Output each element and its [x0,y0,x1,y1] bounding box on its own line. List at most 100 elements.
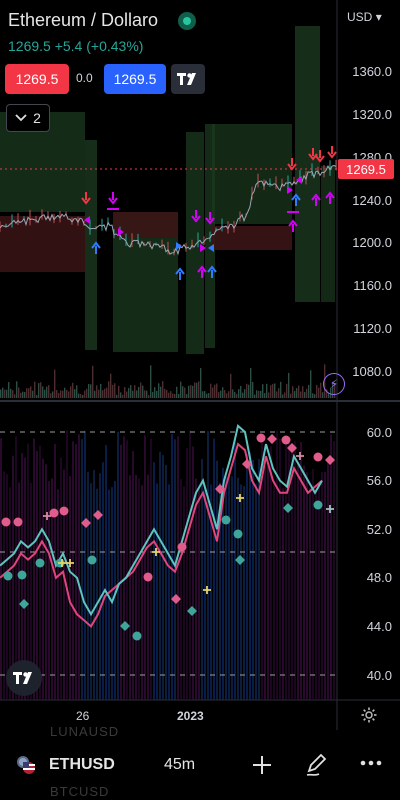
volume-bar [278,388,280,398]
volume-bar [106,387,108,398]
settings-gear-icon[interactable] [360,706,378,724]
oscillator-cross [326,505,334,513]
add-icon[interactable] [251,754,273,776]
oscillator-diamond [120,621,130,631]
sell-signal-arrow [81,192,91,205]
spread-value: 0.0 [76,71,93,85]
volume-bar [0,389,2,398]
sell-signal-arrow [108,192,118,205]
oscillator-bar [51,478,53,700]
lightning-icon[interactable]: ⚡ [323,373,345,395]
oscillator-bar [318,486,320,700]
volume-bar [128,388,130,398]
chart-title[interactable]: Ethereum / Dollaro [8,10,159,30]
volume-bar [6,389,8,398]
volume-bar [156,390,158,398]
draw-pen-icon[interactable] [305,751,329,777]
oscillator-bar [90,483,92,700]
buy-signal-arrow [175,267,185,280]
oscillator-bar [300,442,302,700]
volume-bar [186,394,188,398]
volume-bar [20,392,22,398]
oscillator-bar [156,483,158,700]
volume-bar [98,389,100,398]
oscillator-bar [123,436,125,700]
volume-bar [144,390,146,398]
volume-bar [170,391,172,398]
buy-signal-arrow [291,193,301,206]
buy-button[interactable]: 1269.5 [104,64,166,94]
oscillator-cross [203,586,211,594]
osc-axis-label: 56.0 [366,473,392,488]
oscillator-bar [33,438,35,700]
volume-bar [212,387,214,398]
oscillator-bar [45,464,47,700]
volume-bar [16,381,18,398]
current-price-tag: 1269.5 [338,159,394,179]
indicators-toggle[interactable]: 2 [6,104,50,132]
osc-axis-label: 40.0 [366,668,392,683]
volume-bar [266,383,268,398]
symbol-selector[interactable]: ETHUSD [49,756,115,773]
oscillator-bar [15,436,17,700]
volume-bar [38,383,40,398]
volume-bar [24,391,26,398]
volume-bar [36,394,38,398]
volume-bar [250,368,252,398]
oscillator-dot [313,452,323,462]
volume-bar [168,392,170,398]
oscillator-bar [177,436,179,700]
volume-bar [30,386,32,398]
oscillator-diamond [19,599,29,609]
oscillator-bar [138,478,140,700]
volume-bar [318,387,320,398]
sell-signal-arrow [287,158,297,171]
oscillator-bar [99,473,101,700]
volume-bar [78,393,80,398]
volume-bar [252,381,254,398]
chevron-down-icon: ▾ [375,10,382,24]
oscillator-bar [201,459,203,700]
volume-bar [76,385,78,398]
tradingview-logo[interactable] [6,660,42,696]
price-axis-label: 1080.0 [352,364,392,379]
volume-bar [208,393,210,398]
volume-bar [198,381,200,398]
volume-bar [130,385,132,398]
oscillator-bar [96,488,98,700]
currency-selector[interactable]: USD ▾ [347,10,382,24]
oscillator-dot [221,515,231,525]
oscillator-bar [108,489,110,700]
sell-button[interactable]: 1269.5 [5,64,69,94]
volume-bar [216,383,218,398]
price-axis-label: 1120.0 [353,321,392,336]
volume-bar [202,391,204,398]
sell-signal-arrow [327,146,337,159]
volume-bar [222,387,224,398]
osc-axis-label: 44.0 [366,619,392,634]
buy-signal-arrow [325,191,335,204]
oscillator-bar [36,450,38,700]
time-axis-label: 26 [76,709,90,723]
oscillator-diamond [235,555,245,565]
oscillator-bar [111,487,113,700]
oscillator-bar [141,485,143,700]
volume-bar [140,382,142,398]
volume-bar [294,391,296,398]
tradingview-trade-button[interactable] [171,64,205,94]
more-dots-icon[interactable] [360,760,382,766]
volume-bar [178,393,180,398]
volume-bar [14,394,16,398]
currency-label: USD [347,10,373,24]
oscillator-diamond [287,443,297,453]
timeframe-selector[interactable]: 45m [164,756,196,773]
oscillator-bar [195,478,197,700]
oscillator-bar [240,484,242,700]
volume-bar [82,394,84,398]
oscillator-bar [9,487,11,700]
oscillator-bar [57,489,59,700]
volume-bar [224,390,226,398]
oscillator-bar [162,455,164,700]
oscillator-bar [135,474,137,700]
